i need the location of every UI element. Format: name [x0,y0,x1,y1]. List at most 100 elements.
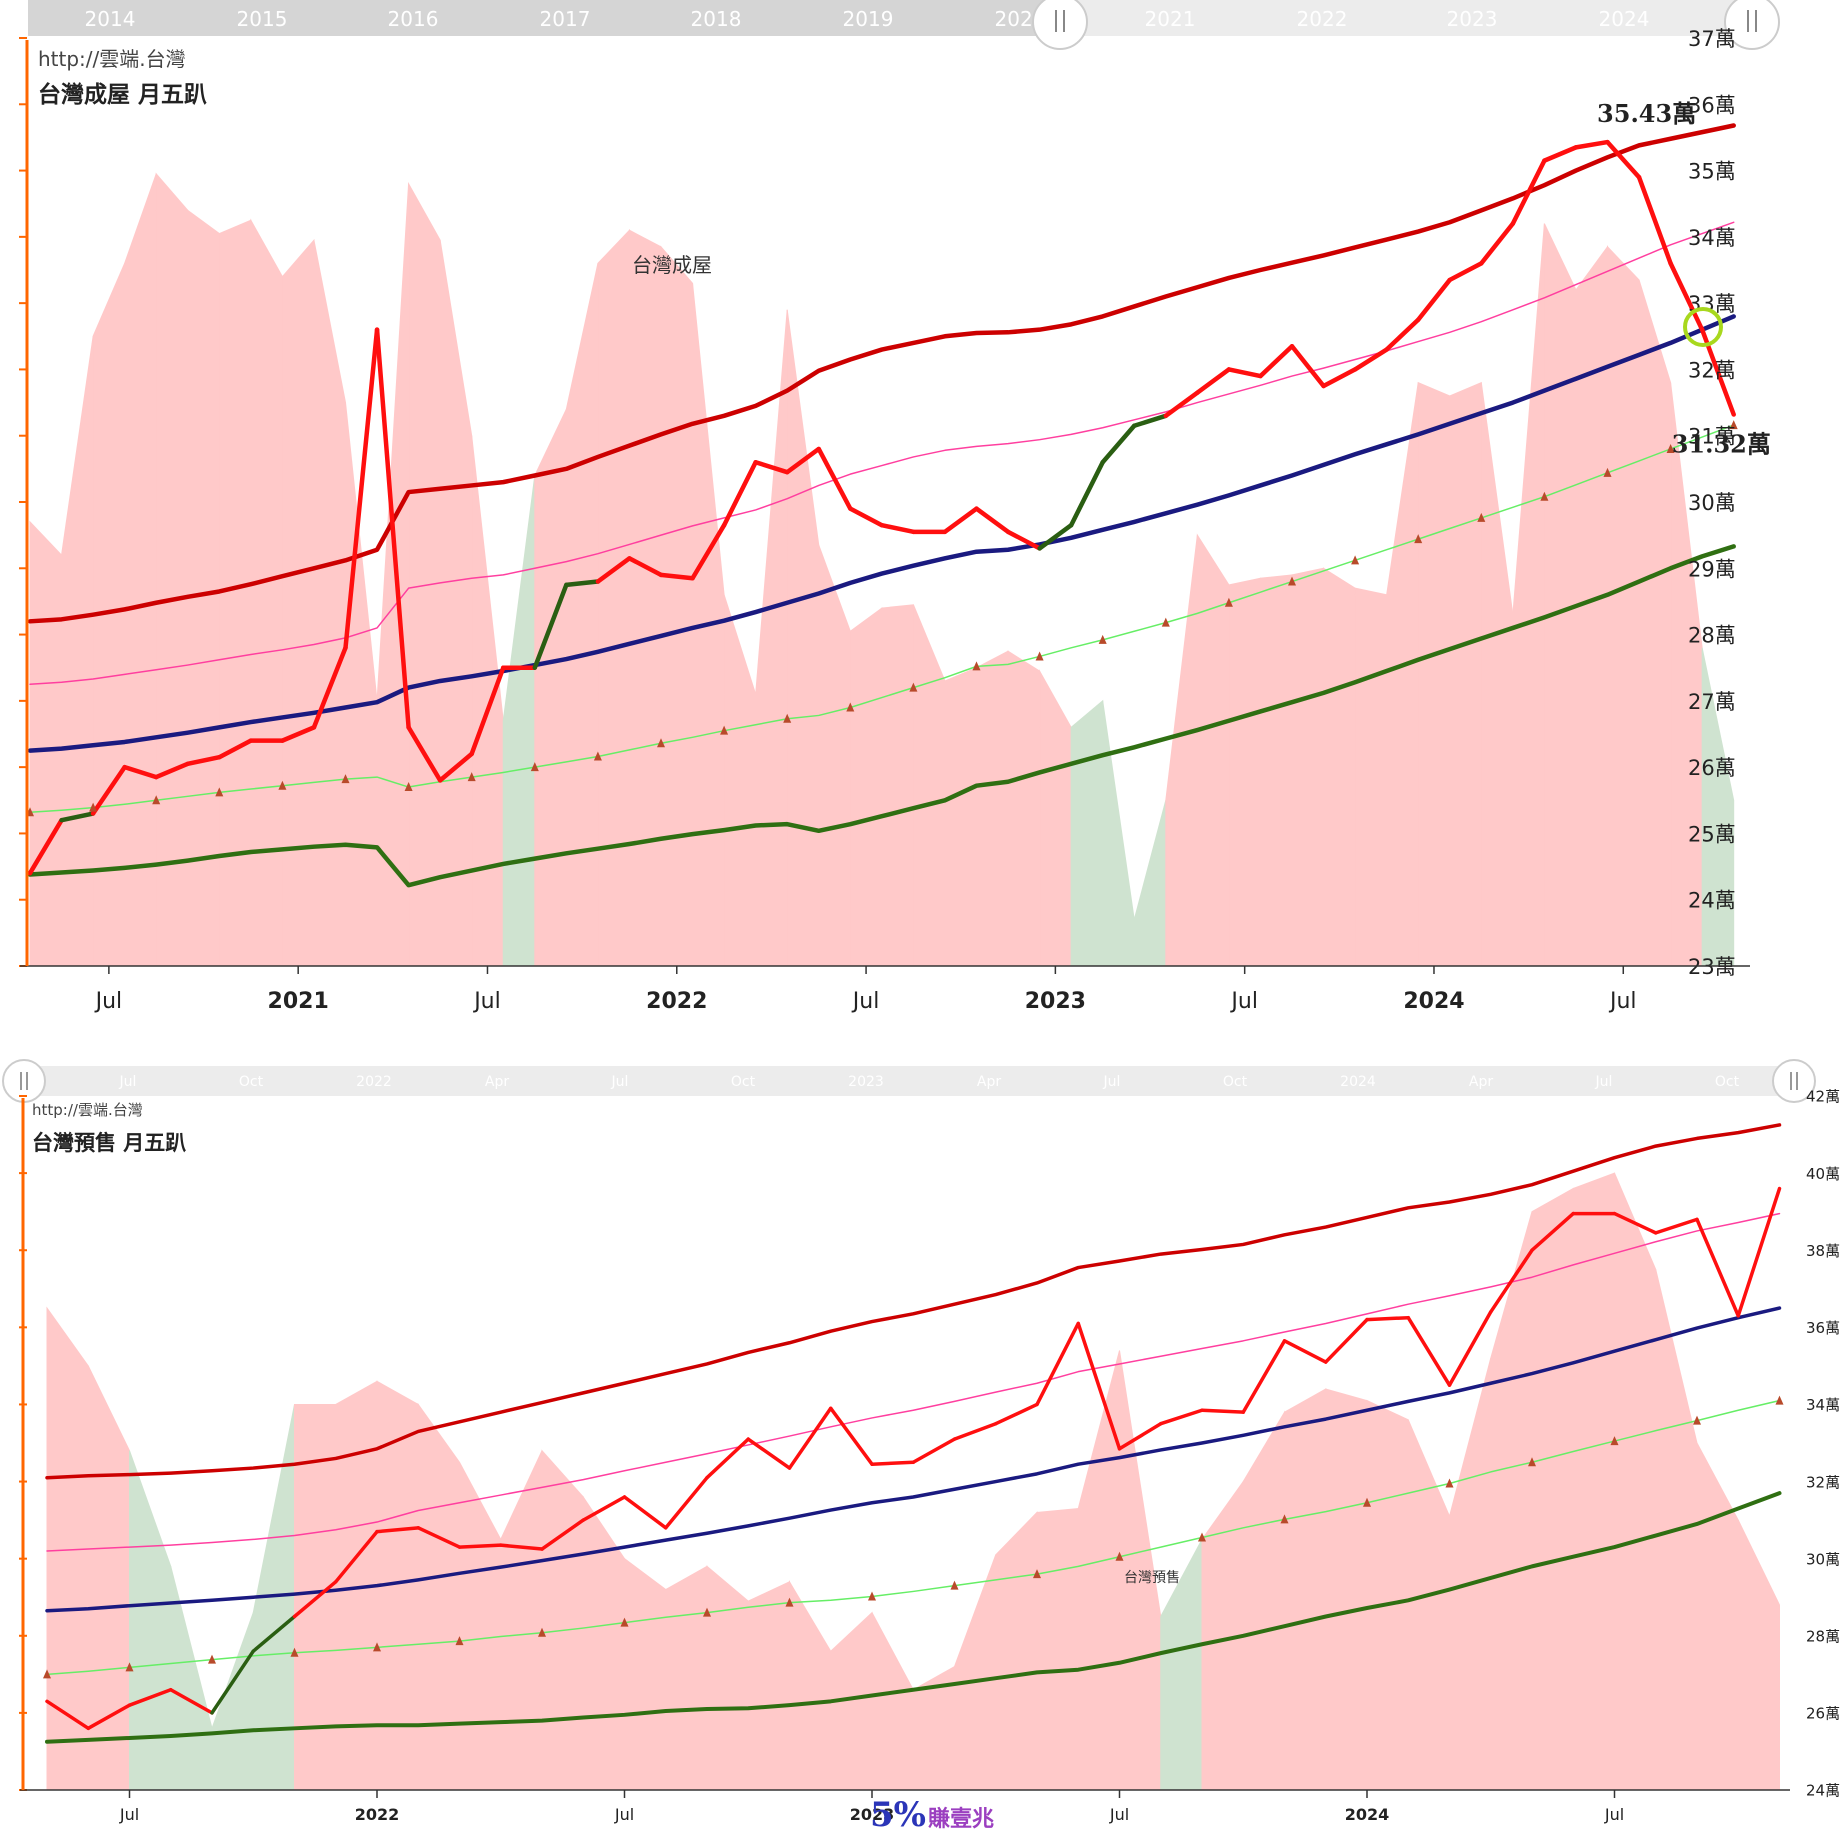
chart2-navigator-left-handle[interactable] [2,1059,46,1103]
x-tick-label: Jul [119,1805,139,1824]
x-tick-label: Jul [472,989,501,1014]
chart1-navigator-right-handle[interactable] [1724,0,1780,50]
area-segment [849,607,883,967]
price-segment [532,582,569,670]
trend-marker [341,774,350,784]
navigator-year-label: 2014 [85,7,136,31]
pause-handle-icon[interactable] [1032,0,1088,50]
price-segment [1100,423,1137,465]
brand-text: 賺壹兆 [928,1807,994,1832]
price-segment [127,1688,173,1707]
trend-marker [1198,1532,1206,1542]
price-segment [942,506,979,535]
upper-band-line [45,1123,1782,1480]
x-tick-label: Jul [1109,1805,1129,1824]
area-segment [1165,535,1198,967]
price-segment [564,579,601,588]
trend-marker [1351,555,1360,565]
price-segment [1530,1211,1575,1252]
x-tick-label: 2024 [1345,1805,1390,1824]
y-tick-label: 34萬 [1688,226,1736,250]
area-segment [376,183,410,967]
price-segment [59,811,96,823]
area-segment [187,209,220,967]
chart1-area-label: 台灣成屋 [632,253,712,277]
area-segment [500,1450,543,1791]
trend-marker [1603,467,1612,477]
pause-handle-icon[interactable] [1772,1059,1816,1103]
x-tick-label: 2022 [646,989,707,1014]
chart2-navigator-bar[interactable] [24,1066,1800,1096]
price-segment [153,761,190,780]
trend-marker [404,782,413,792]
chart2-navigator[interactable]: Jul Oct 2022 Apr Jul Oct 2023 Apr Jul Oct 2024 Apr J… [2,1059,1816,1103]
navigator-year-label: 2023 [1447,7,1498,31]
price-segment [952,1421,998,1441]
price-segment [1226,367,1263,379]
navigator-label: Apr [977,1074,1001,1090]
x-tick-label: Jul [1604,1805,1624,1824]
price-segment [1324,1317,1369,1364]
area-segment [1417,381,1451,967]
price-segment [581,1495,627,1522]
trend-marker [290,1647,299,1657]
price-segment [1258,343,1295,379]
x-tick-label: Jul [94,989,123,1014]
chart1-navigator-left-handle[interactable] [1032,0,1088,50]
area-segment [1670,382,1703,967]
trend-marker [1115,1551,1124,1561]
area-segment [789,1579,832,1791]
price-segment [1736,1186,1782,1318]
chart1-navigator[interactable]: 2014 2015 2016 2017 2018 2019 2020 2021 2022 2023… [28,0,1780,50]
x-tick-label: Jul [1608,989,1637,1014]
x-tick-label: Jul [614,1805,634,1824]
trend-marker [152,795,161,805]
area-segment [628,229,662,967]
trend-marker [538,1627,546,1637]
lower-band-line [45,1491,1782,1744]
mid-band-line [46,1212,1781,1552]
navigator-year-label: 2016 [388,7,439,31]
x-tick-label: 2021 [268,989,329,1014]
trend-marker [1540,491,1549,501]
trend-marker [1477,512,1486,522]
area-segment [313,240,346,967]
price-segment [343,327,380,651]
area-segment [1480,382,1514,967]
center-trend-line [45,1306,1782,1613]
area-segment [1531,1187,1574,1791]
price-segment [1352,347,1389,372]
area-segment [818,544,851,967]
x-tick-label: 2023 [850,1805,895,1824]
chart1-navigator-bar[interactable] [28,0,1072,36]
price-segment [787,1406,833,1470]
area-segment [565,263,599,967]
price-segment [994,1402,1039,1426]
price-segment [622,1495,668,1530]
area-segment [1449,381,1482,967]
price-segment [1479,221,1516,266]
price-segment [848,506,885,528]
area-segment [1386,382,1419,967]
area-segment [459,1462,502,1791]
trend-marker [972,661,981,671]
navigator-label: 2022 [356,1074,392,1090]
trend-marker [530,762,539,772]
price-segment [169,1688,214,1715]
trend-marker [1445,1478,1454,1488]
price-segment [251,1614,297,1653]
price-segment [406,725,443,783]
chart1-navigator-window[interactable] [1072,0,1755,36]
price-segment [753,459,790,475]
trend-marker [1363,1497,1371,1507]
chart2-navigator-right-handle[interactable] [1772,1059,1816,1103]
navigator-year-label: 2018 [691,7,742,31]
area-segment [1070,699,1104,967]
y-tick-label: 38萬 [1806,1242,1840,1260]
chart1-url: http://雲端.台灣 [38,47,186,71]
price-segment [1612,1211,1658,1235]
area-segment [534,408,567,967]
pause-handle-icon[interactable] [1724,0,1780,50]
y-tick-label: 27萬 [1688,690,1736,714]
price-segment [334,1529,379,1584]
